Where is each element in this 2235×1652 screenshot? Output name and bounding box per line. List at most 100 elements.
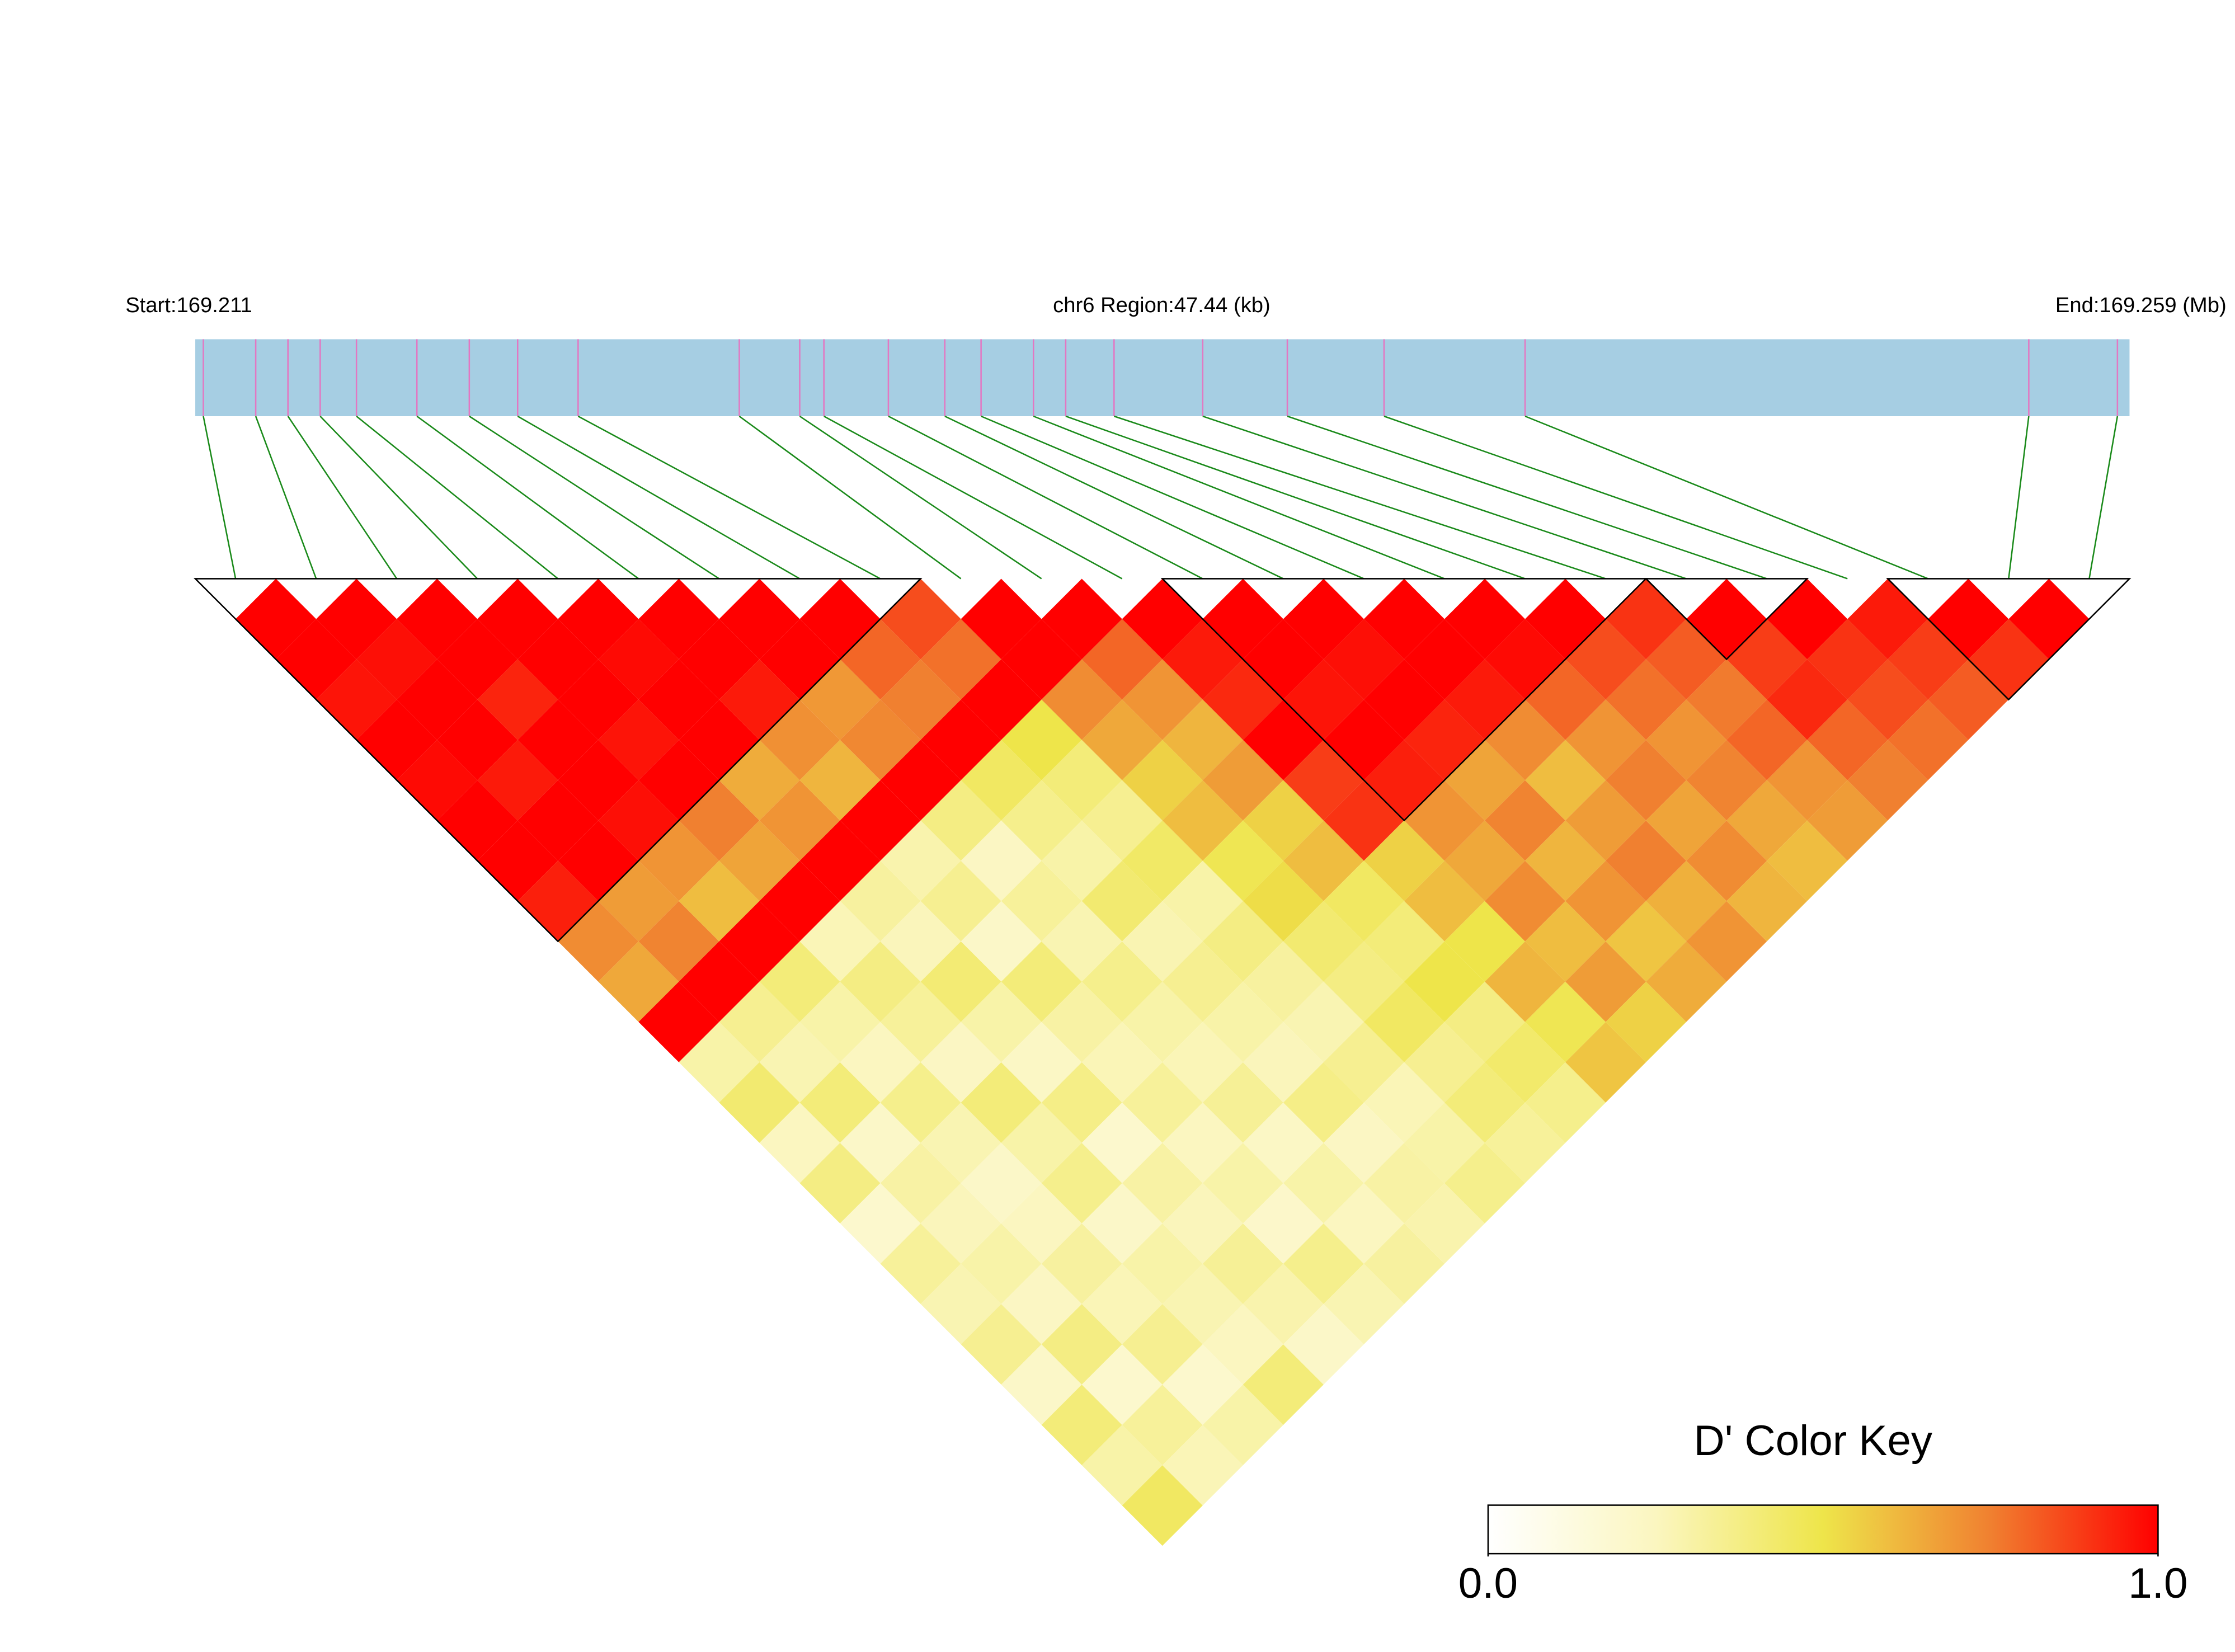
ld-cell xyxy=(1807,699,1888,780)
ld-cell xyxy=(477,740,558,821)
ld-cell xyxy=(1525,901,1606,982)
snp-connector xyxy=(1202,415,1687,580)
ld-cell xyxy=(1928,659,2009,740)
snp-connector xyxy=(356,416,559,580)
snp-connector xyxy=(416,415,639,580)
gene-bar xyxy=(195,339,2130,416)
key-tick-label: 1.0 xyxy=(2128,1560,2187,1607)
ld-cell xyxy=(1162,1022,1243,1103)
ld-cell xyxy=(1444,1142,1526,1223)
ld-cell xyxy=(719,981,800,1062)
snp-connector xyxy=(517,415,801,580)
ld-cell xyxy=(1686,659,1767,740)
snp-connector xyxy=(944,415,1284,580)
ld-cell xyxy=(1122,981,1203,1062)
ld-cell xyxy=(517,780,599,861)
ld-cell xyxy=(1001,780,1082,861)
ld-cell xyxy=(1646,860,1727,942)
ld-cell xyxy=(1444,901,1526,982)
ld-cell xyxy=(1081,780,1163,861)
key-title: D' Color Key xyxy=(1694,1417,1933,1465)
ld-cell xyxy=(1243,1022,1324,1103)
ld-cell xyxy=(840,1102,921,1183)
ld-cell xyxy=(1323,1183,1404,1264)
ld-cell xyxy=(1404,1022,1485,1103)
snp-connector xyxy=(1524,415,1928,580)
end-label: End:169.259 (Mb) xyxy=(2055,293,2227,317)
haplotype-block xyxy=(1886,578,2132,701)
ld-cell xyxy=(840,1022,921,1103)
ld-cell xyxy=(1323,619,1404,700)
ld-cell xyxy=(1565,1022,1646,1103)
ld-cell xyxy=(880,981,961,1062)
ld-cell xyxy=(1444,578,1526,660)
snp-connector xyxy=(799,415,1042,580)
ld-cell xyxy=(1767,820,1848,901)
snp-connector xyxy=(1033,415,1445,580)
ld-cell xyxy=(679,860,760,942)
ld-cell xyxy=(397,659,478,740)
ld-cell xyxy=(1726,699,1808,780)
snp-connector xyxy=(2088,416,2119,579)
ld-cell xyxy=(920,619,1001,700)
ld-cell xyxy=(1283,901,1364,982)
snp-connector xyxy=(203,416,237,579)
ld-cell xyxy=(1243,1344,1324,1425)
start-label: Start:169.211 xyxy=(125,293,252,317)
ld-cell xyxy=(558,901,639,982)
ld-cell xyxy=(1565,780,1646,861)
ld-cell xyxy=(1001,860,1082,942)
ld-cell xyxy=(880,659,961,740)
ld-cell xyxy=(1081,1425,1163,1506)
snp-connector xyxy=(1287,415,1767,580)
ld-cell xyxy=(1001,1183,1082,1264)
ld-cell xyxy=(759,1022,840,1103)
ld-cell xyxy=(1606,901,1687,982)
ld-cell xyxy=(356,619,437,700)
snp-connector xyxy=(469,415,720,580)
ld-cell xyxy=(920,860,1001,942)
ld-cell xyxy=(1001,619,1082,700)
ld-cell xyxy=(1444,981,1526,1062)
ld-cell xyxy=(1646,780,1727,861)
ld-cell xyxy=(1081,1183,1163,1264)
ld-cell xyxy=(1283,1142,1364,1223)
ld-cell xyxy=(1565,860,1646,942)
ld-cell xyxy=(1726,860,1808,942)
ld-cell xyxy=(719,578,800,660)
haplotype-block xyxy=(1644,578,1809,661)
snp-connector xyxy=(287,416,398,580)
ld-cell xyxy=(1606,740,1687,821)
ld-cell xyxy=(1404,1102,1485,1183)
ld-cell xyxy=(1606,659,1687,740)
ld-cell xyxy=(598,860,679,942)
ld-cell xyxy=(1363,1223,1444,1304)
ld-cell xyxy=(1363,578,1444,660)
haplotype-block xyxy=(193,578,923,943)
ld-cell xyxy=(437,619,518,700)
snp-connector xyxy=(981,415,1364,580)
ld-cell xyxy=(1606,981,1687,1062)
ld-cell xyxy=(1444,820,1526,901)
ld-cell xyxy=(1081,1344,1163,1425)
ld-cell xyxy=(1001,1344,1082,1425)
ld-cell xyxy=(1363,981,1444,1062)
ld-cell xyxy=(880,1223,961,1304)
ld-cell xyxy=(880,820,961,901)
ld-cell xyxy=(638,740,719,821)
ld-cell xyxy=(276,619,357,700)
color-key xyxy=(1487,1504,2159,1555)
key-tick-label: 0.0 xyxy=(1458,1560,1518,1607)
ld-cell xyxy=(397,740,478,821)
snp-connector xyxy=(255,416,317,579)
ld-cell xyxy=(638,901,719,982)
ld-cell xyxy=(1686,740,1767,821)
ld-cell xyxy=(1807,619,1888,700)
snp-connector xyxy=(738,415,962,580)
ld-cell xyxy=(1807,780,1888,861)
ld-cell xyxy=(1122,659,1203,740)
snp-connector xyxy=(1113,415,1606,580)
ld-cell xyxy=(1081,619,1163,700)
